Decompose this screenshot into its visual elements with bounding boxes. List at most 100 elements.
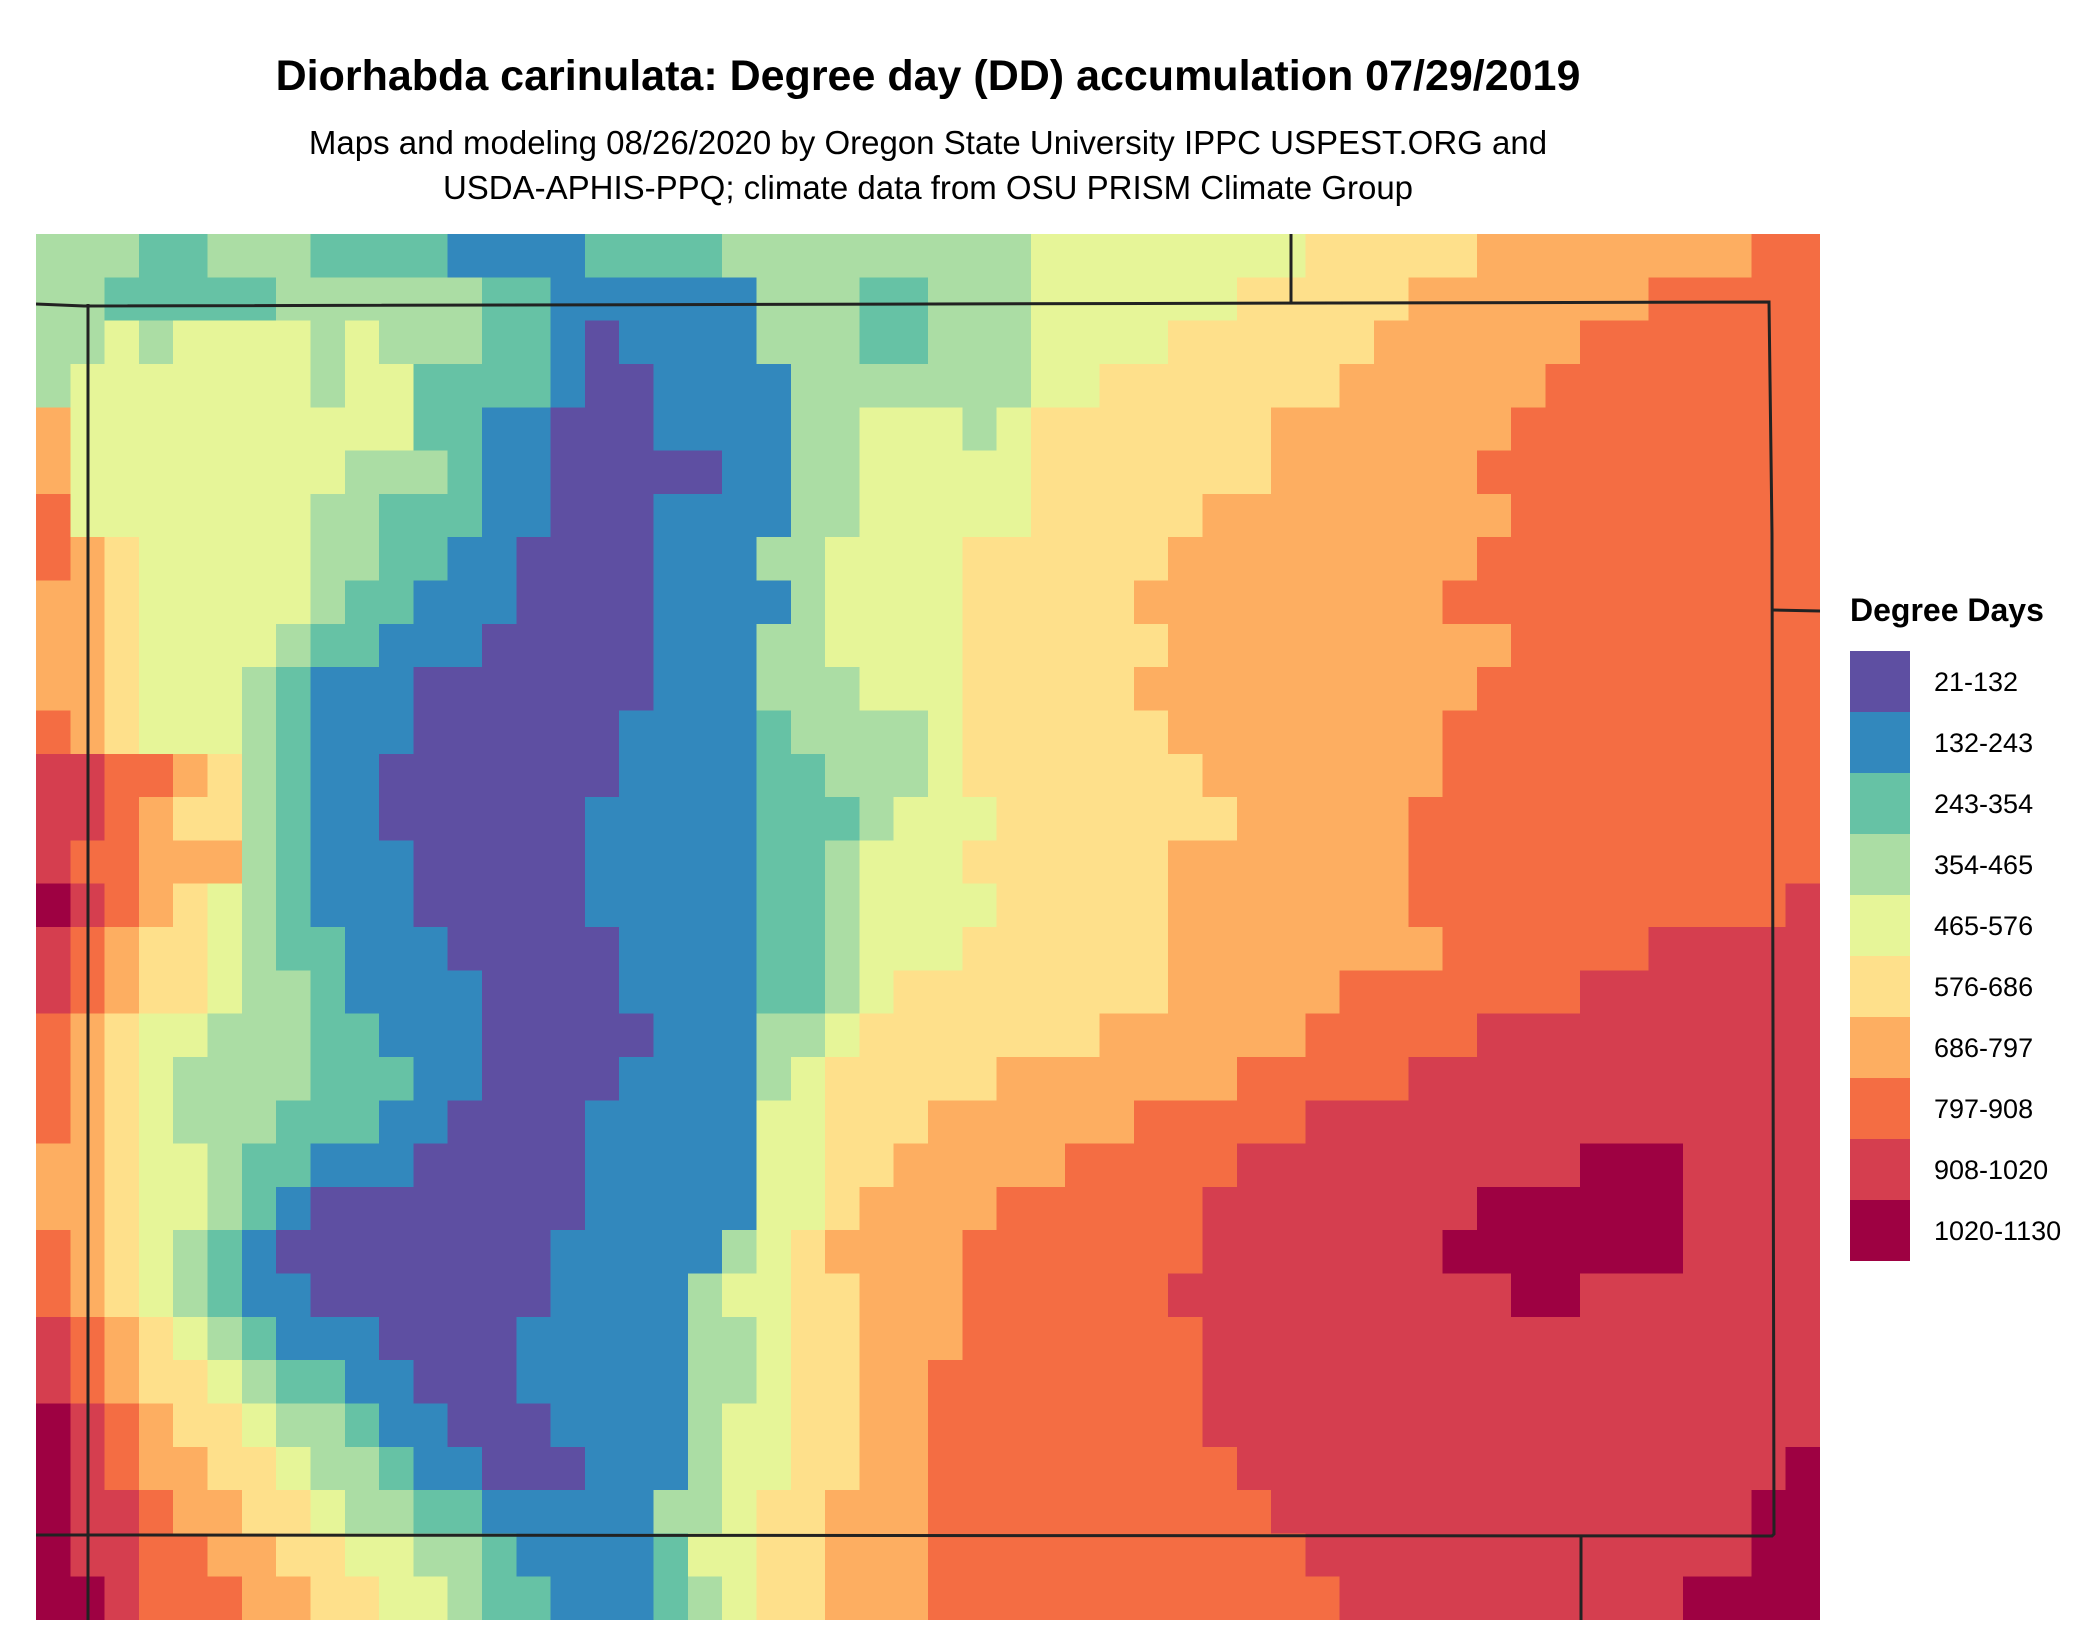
raster-cell — [996, 407, 1032, 452]
raster-cell — [36, 1576, 106, 1620]
raster-cell — [1785, 883, 1820, 928]
raster-cell — [173, 1403, 243, 1448]
raster-cell — [928, 753, 963, 798]
raster-cell — [619, 970, 758, 1015]
raster-cell — [138, 927, 209, 971]
raster-cell — [104, 537, 140, 582]
raster-cell — [207, 927, 243, 971]
raster-cell — [138, 1273, 174, 1318]
raster-cell — [1271, 1490, 1752, 1534]
raster-cell — [310, 234, 449, 278]
raster-cell — [996, 883, 1169, 928]
raster-cell — [1202, 1186, 1478, 1231]
raster-cell — [825, 840, 860, 885]
legend-label: 243-354 — [1934, 789, 2034, 819]
raster-cell — [1511, 407, 1820, 452]
raster-cell — [36, 234, 140, 278]
legend-swatch — [1850, 1200, 1910, 1261]
legend-item: 132-243 — [1850, 712, 2044, 773]
raster-cell — [756, 1533, 826, 1578]
raster-cell — [1030, 320, 1169, 365]
raster-cell — [516, 537, 655, 582]
raster-cell — [859, 277, 929, 322]
raster-cell — [825, 537, 963, 582]
raster-cell — [241, 1360, 277, 1405]
raster-cell — [310, 1143, 414, 1188]
raster-cell — [36, 1230, 71, 1275]
legend-label: 21-132 — [1934, 667, 2019, 697]
raster-cell — [962, 407, 998, 452]
raster-cell — [104, 1056, 140, 1101]
raster-cell — [310, 1186, 586, 1231]
raster-cell — [584, 320, 620, 365]
raster-cell — [138, 580, 312, 625]
raster-cell — [756, 1186, 826, 1231]
raster-cell — [36, 710, 71, 755]
raster-cell — [276, 1360, 346, 1405]
raster-cell — [36, 840, 71, 885]
legend-label: 686-797 — [1934, 1033, 2034, 1063]
raster-cell — [1339, 363, 1547, 408]
legend-swatch — [1850, 895, 1910, 956]
raster-cell — [276, 753, 312, 798]
raster-cell — [36, 623, 106, 668]
raster-cell — [790, 710, 929, 755]
raster-cell — [859, 493, 1032, 538]
raster-cell — [104, 1100, 140, 1145]
raster-cell — [241, 1143, 312, 1188]
raster-cell — [1476, 537, 1820, 582]
raster-cell — [825, 623, 963, 668]
raster-cell — [104, 320, 140, 365]
raster-cell — [379, 1100, 449, 1145]
raster-cell — [1133, 580, 1444, 625]
raster-cell — [104, 1576, 140, 1620]
raster-cell — [138, 1100, 174, 1145]
raster-cell — [36, 883, 71, 928]
raster-cell — [653, 623, 758, 668]
raster-cell — [173, 1100, 277, 1145]
subtitle-line-1: Maps and modeling 08/26/2020 by Oregon S… — [308, 124, 1548, 161]
raster-cell — [413, 840, 586, 885]
raster-cell — [928, 1576, 1341, 1620]
raster-cells — [36, 234, 1820, 1620]
raster-cell — [138, 883, 174, 928]
raster-cell — [756, 970, 826, 1015]
raster-cell — [138, 1056, 174, 1101]
raster-cell — [859, 1360, 929, 1405]
raster-cell — [790, 450, 860, 495]
raster-cell — [207, 1273, 243, 1318]
state-borders — [36, 234, 1820, 1620]
raster-cell — [825, 1100, 929, 1145]
raster-cell — [1271, 407, 1512, 452]
raster-cell — [1133, 1100, 1306, 1145]
raster-cell — [1236, 797, 1409, 841]
raster-cell — [1168, 1273, 1512, 1318]
raster-cell — [653, 1013, 758, 1058]
raster-cell — [1408, 883, 1787, 928]
raster-cell — [619, 710, 758, 755]
raster-cell — [276, 797, 312, 841]
raster-cell — [859, 1273, 963, 1318]
raster-cell — [619, 753, 758, 798]
raster-cell — [104, 277, 277, 322]
raster-cell — [379, 797, 586, 841]
raster-cell — [550, 1403, 689, 1448]
raster-cell — [928, 1533, 1306, 1578]
raster-cell — [276, 1100, 380, 1145]
raster-cell — [138, 1316, 174, 1361]
raster-cell — [138, 234, 209, 278]
raster-cell — [173, 1230, 209, 1275]
raster-cell — [138, 1490, 174, 1534]
raster-cell — [413, 1360, 517, 1405]
legend-items: 21-132 132-243 243-354 354-465 465-576 5… — [1850, 651, 2061, 1261]
raster-cell — [756, 710, 792, 755]
raster-cell — [584, 1100, 758, 1145]
raster-cell — [825, 883, 860, 928]
raster-cell — [36, 493, 71, 538]
raster-cell — [928, 1490, 1272, 1534]
raster-cell — [241, 840, 277, 885]
raster-cell — [1442, 753, 1820, 798]
raster-cell — [756, 1360, 792, 1405]
raster-cell — [1408, 840, 1820, 885]
raster-cell — [584, 883, 758, 928]
